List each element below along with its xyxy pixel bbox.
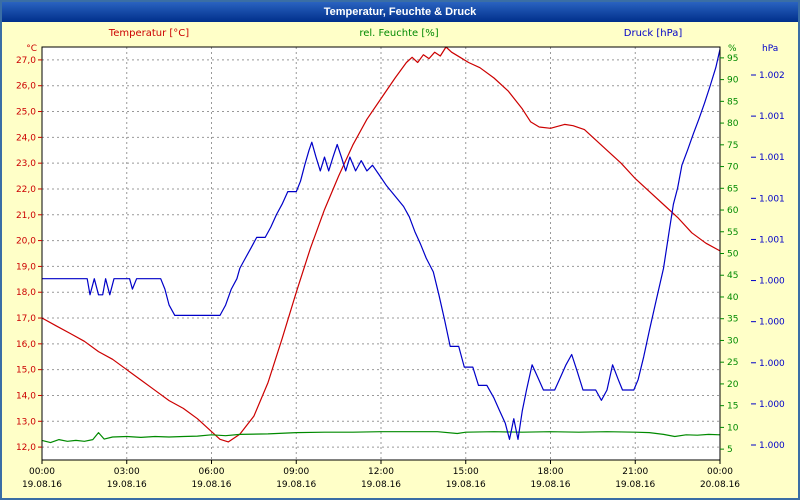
date-tick-label: 19.08.16: [107, 480, 147, 490]
humidity-tick-label: 55: [727, 228, 738, 238]
pressure-tick-label: 1.001: [759, 112, 785, 122]
temperature-tick-label: 20,0: [16, 237, 36, 247]
temperature-tick-label: 13,0: [16, 417, 36, 427]
time-tick-label: 03:00: [114, 467, 140, 477]
temperature-tick-label: 16,0: [16, 340, 36, 350]
humidity-unit-label: %: [728, 44, 737, 54]
pressure-tick-label: 1.001: [759, 235, 785, 245]
humidity-tick-label: 15: [727, 402, 738, 412]
plot-canvas: °C 27,0 26,0 25,0 24,0 23,0 22,0 21,0 20,0 19,0 18…: [16, 44, 785, 490]
date-tick-label: 19.08.16: [446, 480, 486, 490]
pressure-tick-label: 1.002: [759, 71, 785, 81]
time-tick-label: 06:00: [199, 467, 225, 477]
time-tick-label: 18:00: [538, 467, 564, 477]
humidity-tick-label: 20: [727, 380, 739, 390]
time-tick-label: 15:00: [453, 467, 479, 477]
temperature-tick-label: 19,0: [16, 262, 36, 272]
pressure-tick-label: 1.001: [759, 153, 785, 163]
temperature-tick-label: 21,0: [16, 211, 36, 221]
time-tick-label: 12:00: [368, 467, 394, 477]
humidity-tick-label: 65: [727, 184, 738, 194]
temperature-tick-label: 18,0: [16, 288, 36, 298]
humidity-tick-label: 85: [727, 97, 738, 107]
date-tick-label: 19.08.16: [615, 480, 655, 490]
humidity-tick-label: 10: [727, 423, 739, 433]
window-title: Temperatur, Feuchte & Druck: [323, 6, 477, 18]
pressure-tick-label: 1.001: [759, 194, 785, 204]
pressure-tick-label: 1.000: [759, 359, 785, 369]
pressure-tick-label: 1.000: [759, 318, 785, 328]
humidity-tick-label: 35: [727, 315, 738, 325]
humidity-tick-label: 25: [727, 358, 738, 368]
humidity-tick-label: 80: [727, 119, 739, 129]
humidity-tick-label: 95: [727, 54, 738, 64]
humidity-tick-label: 75: [727, 141, 738, 151]
temperature-tick-label: 25,0: [16, 108, 36, 118]
time-tick-label: 00:00: [707, 467, 733, 477]
time-tick-label: 09:00: [283, 467, 309, 477]
series-line-temperature: [41, 46, 721, 443]
date-tick-label: 19.08.16: [361, 480, 401, 490]
date-tick-label: 19.08.16: [530, 480, 570, 490]
series-line-humidity: [41, 431, 721, 444]
date-tick-label: 19.08.16: [191, 480, 231, 490]
temperature-tick-label: 15,0: [16, 366, 36, 376]
pressure-tick-label: 1.000: [759, 441, 785, 451]
date-tick-label: 19.08.16: [22, 480, 62, 490]
temperature-tick-label: 26,0: [16, 82, 36, 92]
temperature-tick-label: 12,0: [16, 443, 36, 453]
series-line-pressure: [42, 49, 721, 440]
humidity-tick-label: 5: [727, 445, 733, 455]
humidity-tick-label: 70: [727, 163, 739, 173]
pressure-tick-label: 1.000: [759, 400, 785, 410]
pressure-unit-label: hPa: [762, 44, 778, 54]
window-title-bar: Temperatur, Feuchte & Druck: [2, 2, 798, 22]
temperature-tick-label: 22,0: [16, 185, 36, 195]
humidity-tick-label: 30: [727, 336, 739, 346]
temperature-tick-label: 17,0: [16, 314, 36, 324]
temperature-unit-label: °C: [26, 44, 37, 54]
date-tick-label: 19.08.16: [276, 480, 316, 490]
chart-content: Temperatur [°C] rel. Feuchte [%] Druck […: [2, 22, 798, 498]
temperature-tick-label: 14,0: [16, 391, 36, 401]
humidity-tick-label: 60: [727, 206, 739, 216]
temperature-tick-label: 23,0: [16, 159, 36, 169]
humidity-tick-label: 40: [727, 293, 739, 303]
humidity-tick-label: 50: [727, 250, 739, 260]
temperature-tick-label: 24,0: [16, 133, 36, 143]
temperature-tick-label: 27,0: [16, 56, 36, 66]
humidity-tick-label: 45: [727, 271, 738, 281]
pressure-tick-label: 1.000: [759, 277, 785, 287]
time-tick-label: 21:00: [622, 467, 648, 477]
humidity-tick-label: 90: [727, 76, 739, 86]
date-tick-label: 20.08.16: [700, 480, 740, 490]
time-tick-label: 00:00: [29, 467, 55, 477]
